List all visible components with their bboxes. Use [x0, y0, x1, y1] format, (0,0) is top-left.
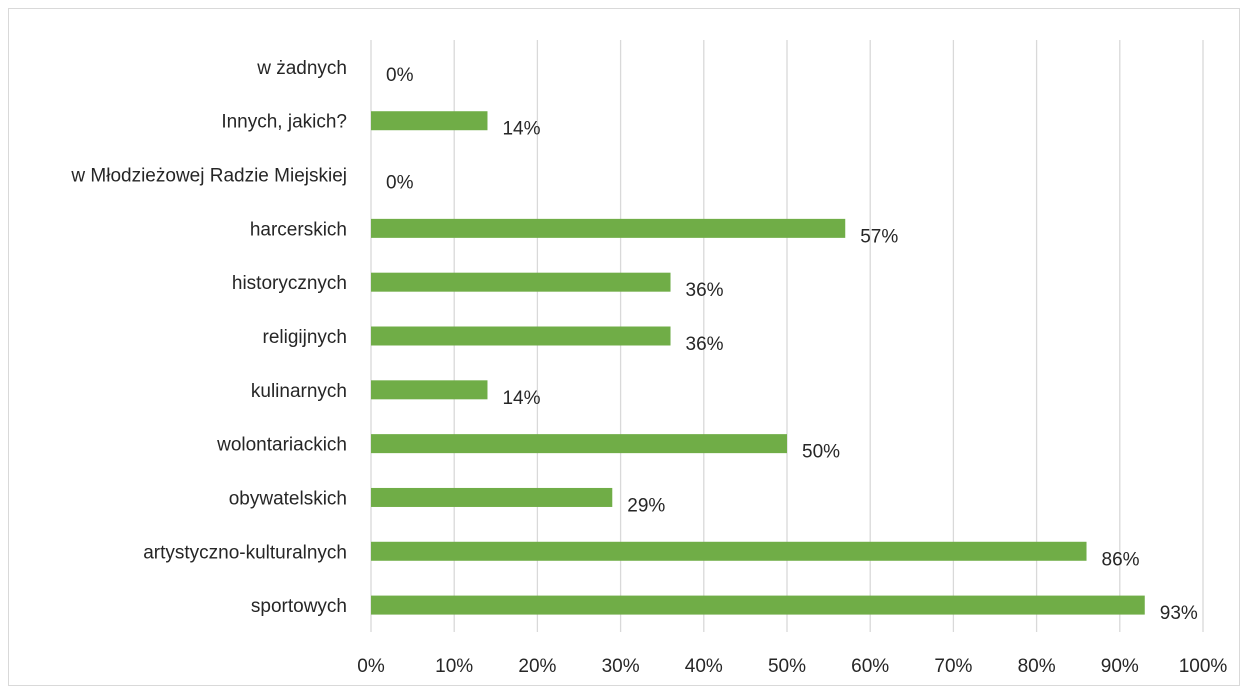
data-label: 86%	[1102, 549, 1140, 570]
category-label: historycznych	[232, 273, 347, 294]
bar	[371, 326, 671, 346]
bar	[371, 380, 488, 400]
data-label: 29%	[627, 495, 665, 516]
x-tick-label: 20%	[518, 656, 556, 677]
x-tick-label: 90%	[1101, 656, 1139, 677]
category-label: sportowych	[251, 596, 347, 617]
x-tick-label: 80%	[1018, 656, 1056, 677]
bar	[371, 541, 1087, 561]
x-tick-label: 40%	[685, 656, 723, 677]
data-label: 36%	[686, 280, 724, 301]
category-label: Innych, jakich?	[221, 112, 347, 133]
data-label: 14%	[502, 388, 540, 409]
category-label: religijnych	[263, 327, 347, 348]
x-tick-label: 100%	[1179, 656, 1228, 677]
x-tick-label: 0%	[357, 656, 385, 677]
x-tick-label: 10%	[435, 656, 473, 677]
bar	[371, 434, 787, 454]
data-label: 0%	[386, 65, 414, 86]
chart-frame	[8, 8, 1240, 686]
x-tick-label: 30%	[602, 656, 640, 677]
category-label: w żadnych	[256, 58, 347, 79]
category-label: kulinarnych	[251, 381, 347, 402]
bar	[371, 595, 1145, 615]
x-tick-label: 50%	[768, 656, 806, 677]
data-label: 36%	[686, 334, 724, 355]
x-tick-label: 60%	[851, 656, 889, 677]
data-label: 14%	[502, 119, 540, 140]
bar	[371, 111, 488, 131]
x-tick-label: 70%	[934, 656, 972, 677]
data-label: 0%	[386, 173, 414, 194]
data-label: 93%	[1160, 603, 1198, 624]
category-label: obywatelskich	[229, 488, 347, 509]
bar	[371, 487, 613, 507]
data-label: 57%	[860, 226, 898, 247]
bar	[371, 272, 671, 292]
category-label: w Młodzieżowej Radzie Miejskiej	[70, 166, 347, 187]
bar	[371, 218, 846, 238]
category-label: wolontariackich	[216, 435, 347, 456]
category-label: harcerskich	[250, 219, 347, 240]
data-label: 50%	[802, 442, 840, 463]
category-label: artystyczno-kulturalnych	[143, 542, 347, 563]
